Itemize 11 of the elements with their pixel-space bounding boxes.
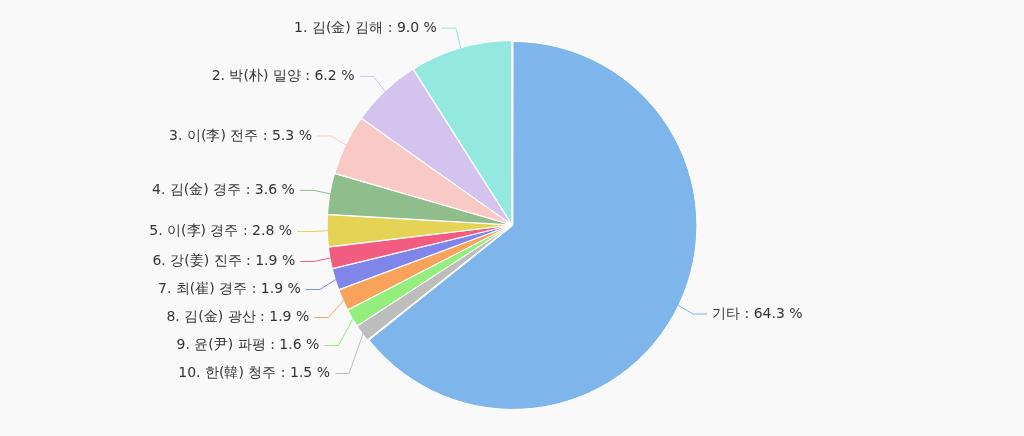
slice-label: 4. 김(金) 경주 : 3.6 %: [152, 181, 295, 198]
slice-label: 기타 : 64.3 %: [712, 304, 803, 321]
slice-label: 8. 김(金) 광산 : 1.9 %: [166, 308, 310, 325]
slice-label: 2. 박(朴) 밀양 : 6.2 %: [211, 67, 355, 84]
slice-label: 9. 윤(尹) 파평 : 1.6 %: [176, 336, 320, 353]
slice-label: 1. 김(金) 김해 : 9.0 %: [294, 18, 437, 35]
slice-label: 6. 강(姜) 진주 : 1.9 %: [152, 252, 296, 269]
slice-label: 3. 이(李) 전주 : 5.3 %: [169, 126, 312, 143]
slice-label: 5. 이(李) 경주 : 2.8 %: [149, 222, 293, 239]
slice-label: 7. 최(崔) 경주 : 1.9 %: [158, 280, 301, 297]
slice-label: 10. 한(韓) 청주 : 1.5 %: [178, 364, 331, 381]
